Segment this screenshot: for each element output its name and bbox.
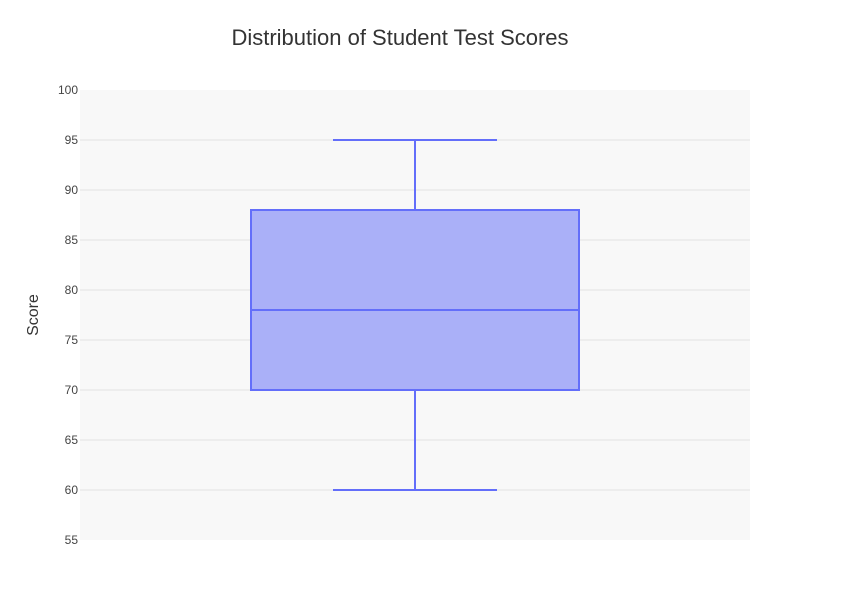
y-axis-ticks: 55 60 65 70 75 80 85 90 95 100: [58, 83, 78, 547]
iqr-box: [250, 209, 580, 391]
y-tick-label: 90: [65, 183, 79, 197]
y-tick-label: 80: [65, 283, 79, 297]
y-tick-label: 85: [65, 233, 79, 247]
y-tick-label: 75: [65, 333, 79, 347]
chart-title: Distribution of Student Test Scores: [231, 25, 568, 50]
y-tick-label: 70: [65, 383, 79, 397]
y-tick-label: 60: [65, 483, 79, 497]
box-group: [250, 139, 580, 491]
y-tick-label: 100: [58, 83, 78, 97]
y-tick-label: 65: [65, 433, 79, 447]
y-tick-label: 55: [65, 533, 79, 547]
y-axis-label: Score: [25, 294, 42, 336]
y-tick-label: 95: [65, 133, 79, 147]
